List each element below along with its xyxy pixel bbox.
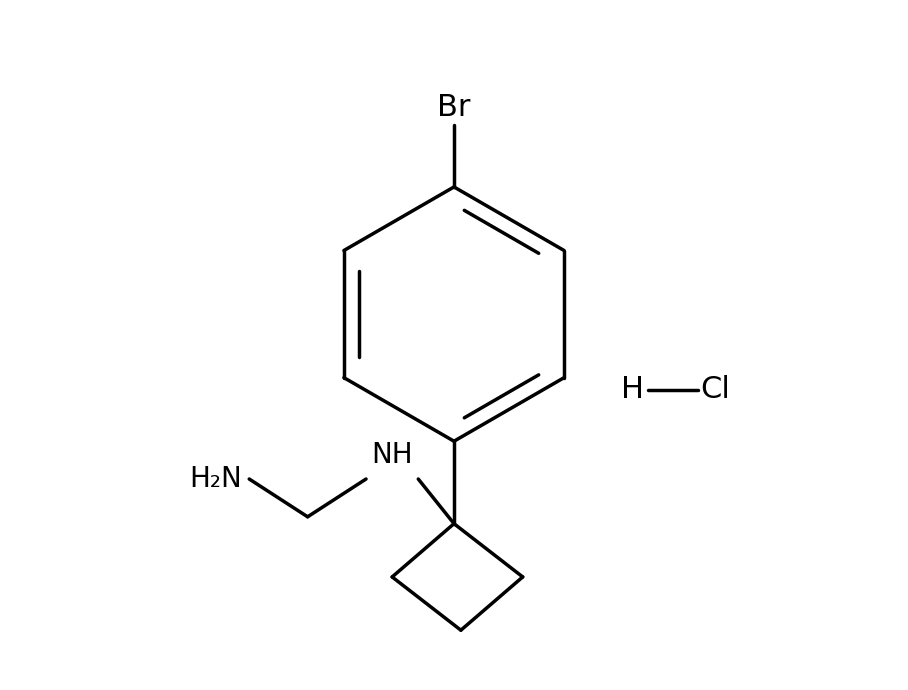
Text: H: H <box>621 375 644 404</box>
Text: NH: NH <box>371 441 413 469</box>
Text: Cl: Cl <box>700 375 730 404</box>
Text: H₂N: H₂N <box>190 465 242 493</box>
Text: Br: Br <box>438 92 470 121</box>
